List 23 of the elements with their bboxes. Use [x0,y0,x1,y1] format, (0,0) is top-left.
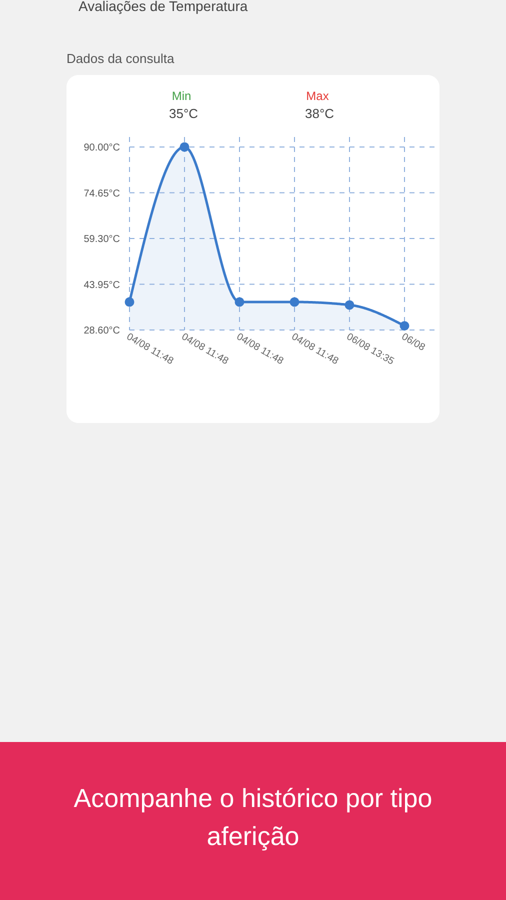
text: 38°C [304,106,334,121]
x-tick-label: 06/08 13:35 [344,332,396,368]
point [180,142,190,152]
text: Acompanhe o histórico por tipo aferição [74,783,432,851]
text: Max [306,89,329,103]
point [400,321,410,331]
point [344,300,354,310]
chart-title: Dados da consulta [66,51,175,66]
y-tick-label: 43.95°C [84,280,120,291]
y-tick-label: 59.30°C [84,234,120,245]
x-tick-label: 04/08 11:48 [180,332,230,368]
x-tick-label: 06/08 [400,332,428,354]
text: 35°C [168,106,198,121]
x-tick-label: 04/08 11:48 [124,332,176,368]
y-tick-label: 90.00°C [84,142,120,154]
point [124,297,134,307]
point [290,297,300,307]
y-tick-label: 74.65°C [84,188,120,200]
text: Min [172,89,192,103]
x-tick-label: 04/08 11:48 [290,332,340,368]
y-tick-label: 28.60°C [84,326,120,336]
x-tick-label: 04/08 11:48 [234,332,286,368]
text: Avaliações de Temperatura [78,0,248,14]
